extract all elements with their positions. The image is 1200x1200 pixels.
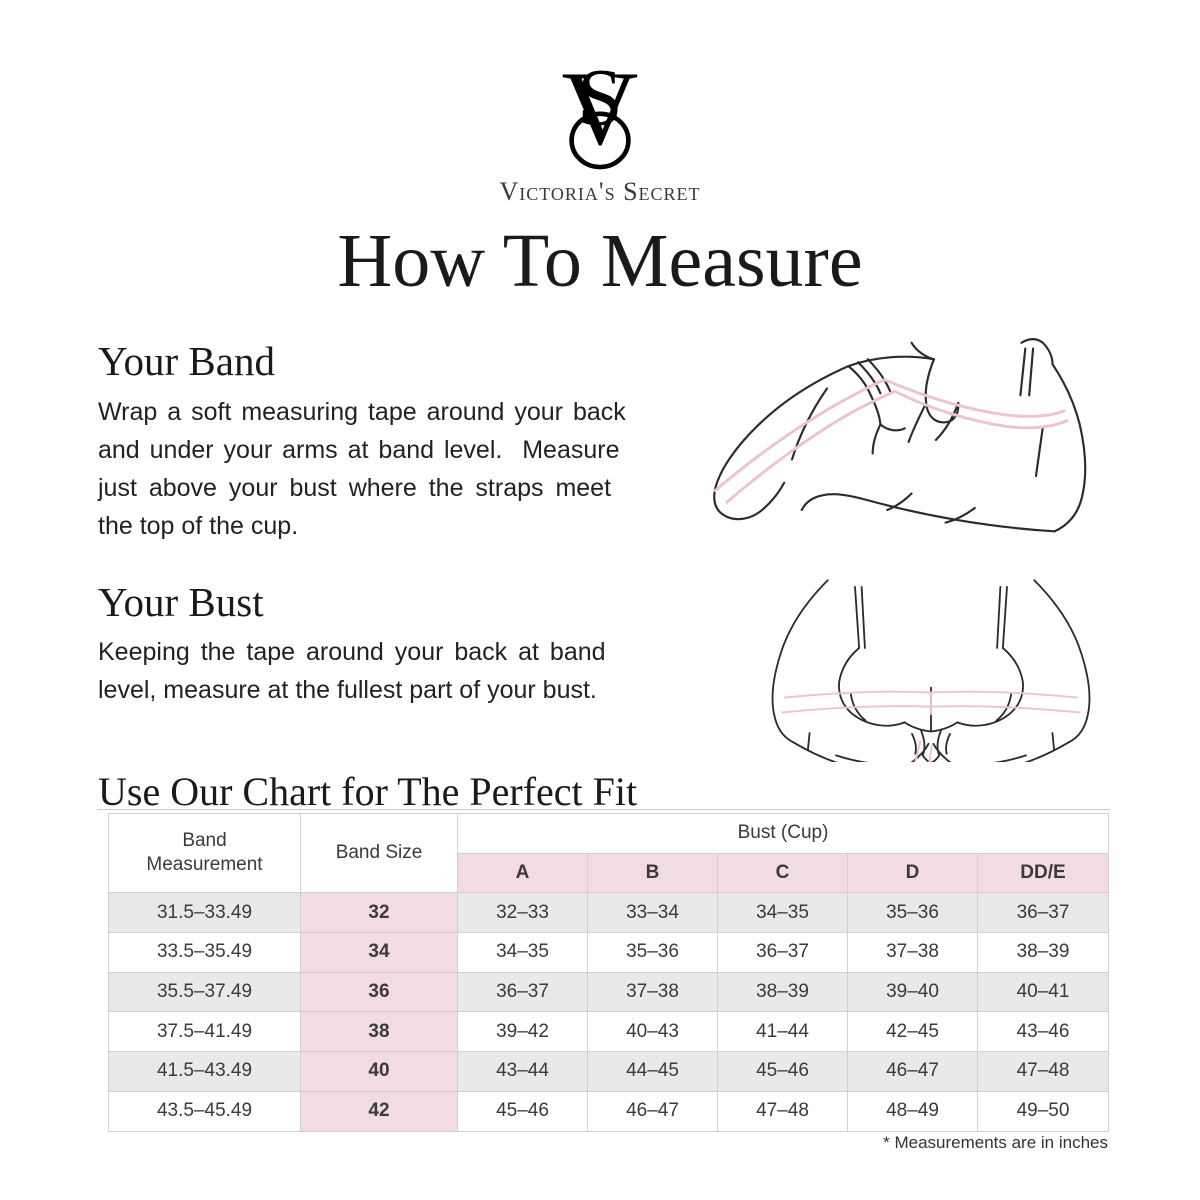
svg-text:S: S	[577, 51, 622, 142]
